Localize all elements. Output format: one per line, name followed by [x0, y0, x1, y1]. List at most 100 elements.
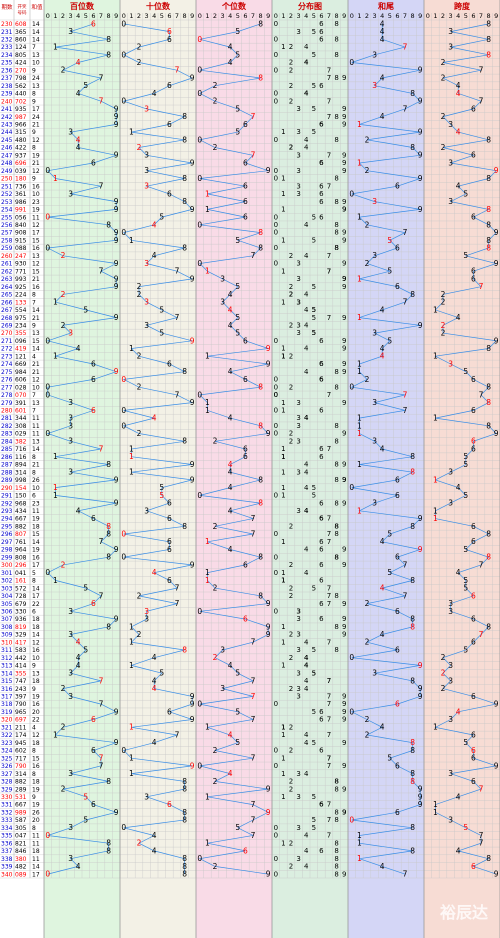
dist-mark: 1	[281, 754, 285, 762]
period-cell: 340	[1, 871, 13, 878]
value-mark-2: 0	[197, 35, 202, 44]
dist-mark: 1	[281, 128, 285, 136]
value-mark-1: 8	[182, 244, 187, 253]
dist-mark: 1	[281, 453, 285, 461]
number-cell: 211	[15, 724, 27, 731]
value-mark-2: 0	[197, 491, 202, 500]
value-mark-2: 0	[197, 135, 202, 144]
sum-cell: 15	[32, 237, 40, 244]
period-cell: 309	[1, 632, 13, 639]
dist-mark: 8	[334, 785, 338, 793]
dist-mark: 0	[274, 700, 278, 708]
number-cell: 925	[15, 284, 27, 291]
dist-mark: 2	[289, 430, 293, 438]
header-digit-2-2: 2	[213, 12, 217, 20]
dist-mark: 6	[319, 35, 324, 43]
value-mark-4: 1	[433, 800, 438, 809]
dist-mark: 8	[334, 522, 338, 530]
dist-mark: 3	[296, 607, 300, 615]
value-mark-0: 6	[91, 800, 96, 809]
value-mark-1: 6	[167, 35, 172, 44]
dist-mark: 6	[319, 82, 324, 90]
value-mark-3: 7	[403, 591, 408, 600]
dist-mark: 9	[342, 631, 346, 639]
value-mark-3: 9	[418, 800, 423, 809]
period-cell: 319	[1, 709, 13, 716]
value-mark-4: 4	[456, 707, 461, 716]
value-mark-3: 6	[395, 244, 400, 253]
period-cell: 230	[1, 21, 13, 28]
dist-mark: 2	[289, 437, 293, 445]
value-mark-2: 9	[266, 166, 271, 175]
value-mark-3: 0	[349, 58, 354, 67]
number-cell: 088	[15, 245, 27, 252]
sum-cell: 21	[32, 462, 40, 469]
value-mark-1: 0	[121, 421, 126, 430]
value-mark-4: 1	[433, 414, 438, 423]
period-cell: 283	[1, 431, 13, 438]
value-mark-2: 7	[251, 754, 256, 763]
value-mark-1: 4	[152, 220, 157, 229]
dist-mark: 2	[289, 59, 293, 67]
number-cell: 154	[15, 485, 27, 492]
sum-cell: 21	[32, 361, 40, 368]
value-mark-2: 5	[235, 823, 240, 832]
header-section-1: 十位数	[146, 1, 171, 11]
period-cell: 315	[1, 678, 13, 685]
sum-cell: 7	[32, 44, 36, 51]
value-mark-4: 3	[448, 27, 453, 36]
dist-mark: 9	[342, 260, 346, 268]
number-cell: 419	[15, 346, 27, 353]
sum-cell: 11	[32, 840, 40, 847]
value-mark-2: 4	[228, 43, 233, 52]
header-digit-4-0: 0	[350, 12, 354, 20]
dist-mark: 2	[289, 561, 293, 569]
value-mark-3: 1	[357, 367, 362, 376]
value-mark-2: 9	[266, 429, 271, 438]
period-cell: 247	[1, 152, 13, 159]
header-digit-2-9: 9	[266, 12, 270, 20]
dist-mark: 1	[281, 638, 285, 646]
value-mark-4: 5	[463, 823, 468, 832]
dist-mark: 4	[304, 662, 309, 670]
period-cell: 288	[1, 469, 13, 476]
period-cell: 321	[1, 724, 13, 731]
dist-mark: 8	[334, 74, 338, 82]
value-mark-1: 3	[144, 104, 149, 113]
left-bg	[0, 0, 44, 938]
value-mark-3: 9	[418, 545, 423, 554]
value-mark-2: 6	[243, 444, 248, 453]
value-mark-1: 0	[121, 50, 126, 59]
dist-mark: 0	[274, 391, 278, 399]
value-mark-0: 9	[114, 205, 119, 214]
dist-mark: 8	[334, 221, 338, 229]
sum-cell: 15	[32, 338, 40, 345]
number-cell: 601	[15, 408, 27, 415]
dist-mark: 1	[281, 298, 285, 306]
value-mark-4: 8	[486, 622, 491, 631]
value-mark-1: 8	[182, 197, 187, 206]
value-mark-4: 3	[448, 359, 453, 368]
value-mark-3: 8	[410, 143, 415, 152]
value-mark-2: 7	[251, 112, 256, 121]
value-mark-1: 6	[167, 499, 172, 508]
value-mark-2: 0	[197, 700, 202, 709]
dist-mark: 0	[274, 824, 278, 832]
dist-mark: 4	[304, 484, 309, 492]
value-mark-3: 0	[349, 707, 354, 716]
value-mark-1: 0	[121, 406, 126, 415]
header-digit-2-5: 5	[236, 12, 240, 20]
sum-cell: 19	[32, 694, 40, 701]
period-cell: 291	[1, 493, 13, 500]
dist-mark: 9	[342, 430, 346, 438]
number-cell: 945	[15, 740, 27, 747]
header-digit-3-7: 7	[327, 12, 331, 20]
number-cell: 314	[15, 771, 27, 778]
period-cell: 290	[1, 485, 13, 492]
dist-mark: 6	[319, 615, 324, 623]
value-mark-0: 8	[106, 35, 111, 44]
value-mark-3: 2	[365, 166, 370, 175]
dist-mark: 9	[342, 198, 346, 206]
dist-mark: 9	[342, 113, 346, 121]
period-cell: 314	[1, 670, 13, 677]
